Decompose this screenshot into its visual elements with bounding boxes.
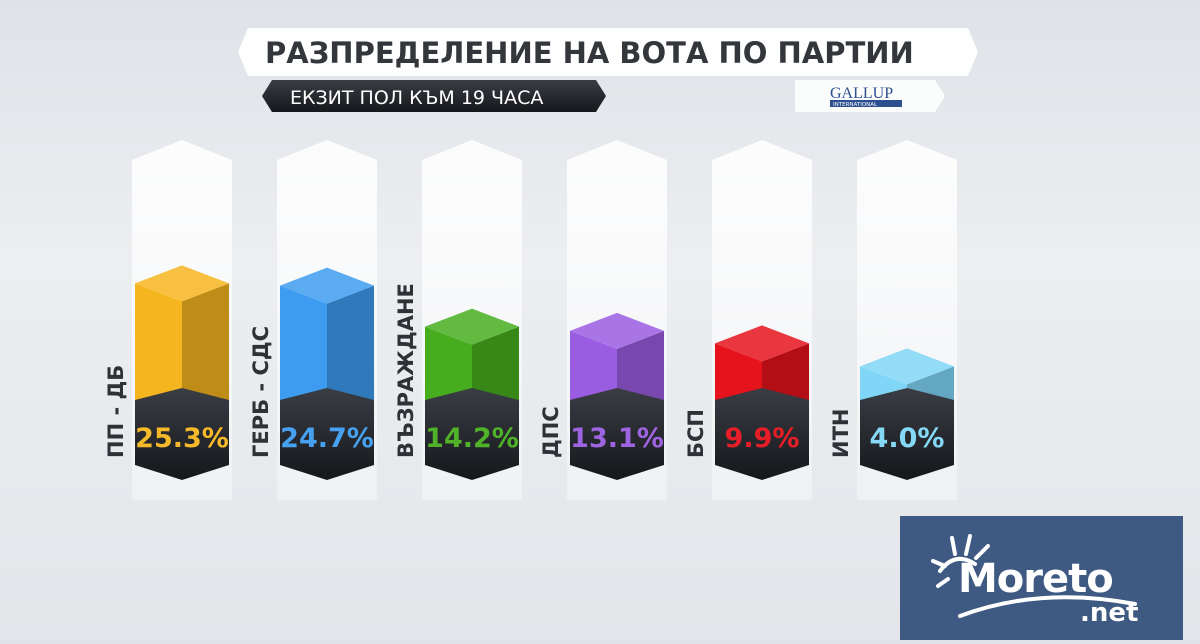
- chart-subtitle: ЕКЗИТ ПОЛ КЪМ 19 ЧАСА: [290, 87, 543, 109]
- bar-left-face: [280, 285, 327, 410]
- value-label-box: [860, 388, 954, 480]
- value-label: 4.0%: [870, 423, 945, 454]
- bar-left-face: [135, 283, 182, 410]
- bar-3: 14.2% ВЪЗРАЖДАНЕ: [394, 283, 519, 480]
- bar-top-face: [860, 348, 954, 385]
- value-label-box: [425, 388, 519, 480]
- bar-top-face: [570, 312, 664, 349]
- bar-top-face: [425, 308, 519, 345]
- value-label: 13.1%: [570, 423, 664, 454]
- value-label-box: [135, 388, 229, 480]
- value-label: 14.2%: [425, 423, 519, 454]
- bars: 25.3% ПП - ДБ 24.7% ГЕРБ - СДС 14.2% ВЪЗРАЖДА…: [104, 265, 954, 480]
- category-label: ГЕРБ - СДС: [249, 326, 273, 458]
- chart-title: РАЗПРЕДЕЛЕНИЕ НА ВОТА ПО ПАРТИИ: [265, 36, 914, 70]
- bar-left-face: [425, 326, 472, 410]
- value-label-box: [715, 388, 809, 480]
- subtitle-banner: [262, 80, 606, 112]
- category-label: ВЪЗРАЖДАНЕ: [394, 283, 418, 458]
- svg-text:INTERNATIONAL: INTERNATIONAL: [833, 102, 878, 108]
- bar-top-face: [715, 325, 809, 362]
- bar-6: 4.0% ИТН: [829, 348, 954, 480]
- moreto-watermark: Moreto .net: [900, 516, 1183, 640]
- moreto-text: Moreto: [958, 556, 1114, 602]
- bar-top-face: [280, 267, 374, 304]
- bar-top-face: [135, 265, 229, 302]
- category-label: БСП: [684, 409, 708, 458]
- value-label: 25.3%: [135, 423, 229, 454]
- value-label-box: [280, 388, 374, 480]
- bar-1: 25.3% ПП - ДБ: [104, 265, 229, 480]
- gallup-logo: GALLUP INTERNATIONAL: [795, 80, 945, 112]
- value-label-box: [570, 388, 664, 480]
- svg-text:GALLUP: GALLUP: [830, 85, 893, 102]
- bar-2: 24.7% ГЕРБ - СДС: [249, 267, 374, 480]
- category-label: ПП - ДБ: [104, 365, 128, 458]
- bar-right-face: [617, 330, 664, 410]
- title-banner: [238, 28, 978, 76]
- bar-5: 9.9% БСП: [684, 325, 809, 480]
- category-label: ИТН: [829, 409, 853, 458]
- bar-right-face: [182, 283, 229, 410]
- moreto-suffix: .net: [1080, 598, 1139, 628]
- bar-right-face: [327, 285, 374, 410]
- value-label: 24.7%: [280, 423, 374, 454]
- sun-icon: [931, 534, 1137, 618]
- bar-left-face: [570, 330, 617, 410]
- value-label: 9.9%: [725, 423, 800, 454]
- bar-4: 13.1% ДПС: [539, 312, 664, 480]
- category-label: ДПС: [539, 406, 563, 458]
- bar-right-face: [472, 326, 519, 410]
